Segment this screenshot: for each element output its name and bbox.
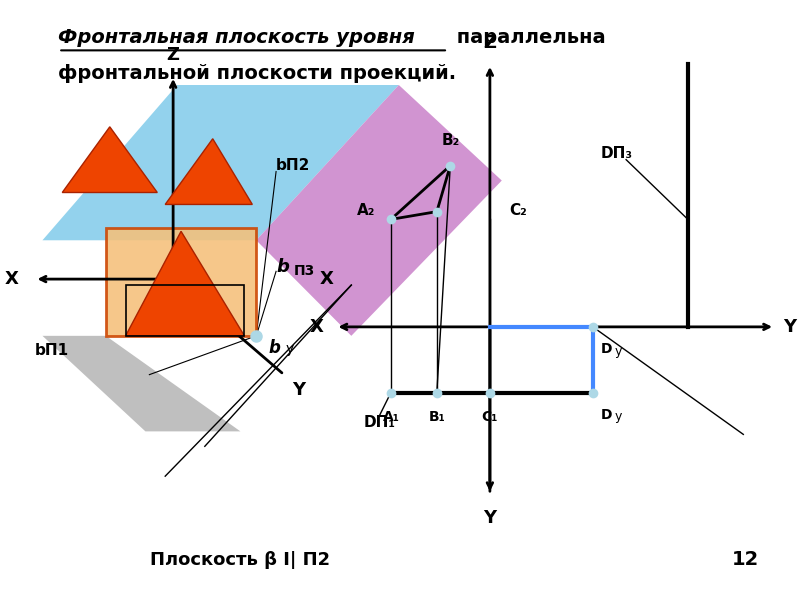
Text: C₂: C₂ [510, 203, 527, 218]
Text: параллельна: параллельна [450, 28, 606, 47]
Text: b: b [276, 258, 289, 276]
Text: Фронтальная плоскость уровня: Фронтальная плоскость уровня [58, 28, 415, 47]
Polygon shape [126, 232, 245, 336]
Polygon shape [42, 336, 241, 431]
Text: B₂: B₂ [441, 133, 459, 148]
Text: Z: Z [166, 46, 179, 64]
Text: y: y [286, 342, 294, 356]
Polygon shape [256, 85, 502, 336]
Polygon shape [106, 229, 256, 336]
Polygon shape [42, 85, 399, 240]
Text: y: y [614, 345, 622, 358]
Text: bП2: bП2 [276, 158, 310, 173]
Text: DΠ₁: DΠ₁ [363, 415, 395, 430]
Text: Плоскость β I| Π2: Плоскость β I| Π2 [150, 551, 330, 569]
Text: X: X [5, 270, 18, 288]
Text: C₁: C₁ [482, 410, 498, 424]
Text: b: b [268, 339, 280, 357]
Text: фронтальной плоскости проекций.: фронтальной плоскости проекций. [58, 64, 457, 83]
Text: Π3: Π3 [294, 265, 314, 278]
Text: D: D [601, 407, 612, 422]
Text: B₁: B₁ [429, 410, 446, 424]
Text: D: D [601, 342, 612, 356]
Text: A₂: A₂ [357, 203, 375, 218]
Text: X: X [320, 270, 334, 288]
Polygon shape [62, 127, 158, 193]
Text: Y: Y [783, 318, 796, 336]
Text: bΠ1: bΠ1 [34, 343, 69, 358]
Text: DΠ₃: DΠ₃ [601, 146, 633, 161]
Text: X: X [310, 318, 323, 336]
Polygon shape [166, 139, 252, 205]
Text: Y: Y [292, 380, 305, 398]
Text: Y: Y [483, 509, 497, 527]
Text: Z: Z [483, 34, 496, 52]
Text: y: y [614, 410, 622, 424]
Text: A₁: A₁ [382, 410, 399, 424]
Text: 12: 12 [732, 550, 759, 569]
